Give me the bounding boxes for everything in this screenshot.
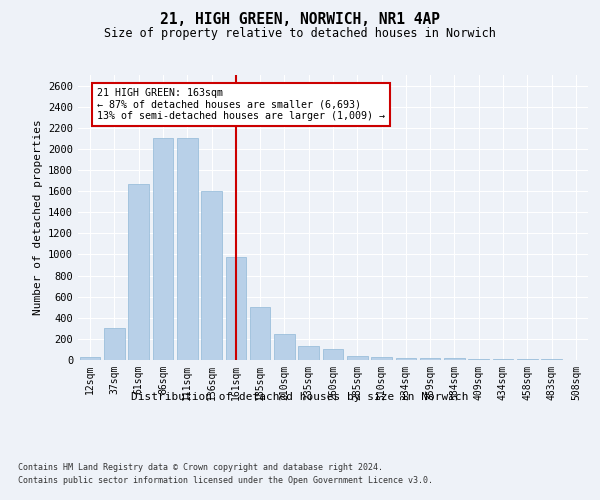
Text: 21, HIGH GREEN, NORWICH, NR1 4AP: 21, HIGH GREEN, NORWICH, NR1 4AP bbox=[160, 12, 440, 28]
Bar bbox=[177, 138, 197, 360]
Bar bbox=[274, 334, 295, 360]
Bar bbox=[250, 307, 271, 360]
Bar bbox=[347, 356, 368, 360]
Bar bbox=[517, 359, 538, 360]
Bar bbox=[104, 328, 125, 360]
Bar bbox=[323, 350, 343, 360]
Y-axis label: Number of detached properties: Number of detached properties bbox=[32, 120, 43, 316]
Bar bbox=[371, 358, 392, 360]
Bar bbox=[493, 359, 514, 360]
Bar bbox=[420, 358, 440, 360]
Text: Contains public sector information licensed under the Open Government Licence v3: Contains public sector information licen… bbox=[18, 476, 433, 485]
Text: Contains HM Land Registry data © Crown copyright and database right 2024.: Contains HM Land Registry data © Crown c… bbox=[18, 462, 383, 471]
Text: Distribution of detached houses by size in Norwich: Distribution of detached houses by size … bbox=[131, 392, 469, 402]
Text: 21 HIGH GREEN: 163sqm
← 87% of detached houses are smaller (6,693)
13% of semi-d: 21 HIGH GREEN: 163sqm ← 87% of detached … bbox=[97, 88, 385, 121]
Bar bbox=[80, 358, 100, 360]
Bar bbox=[128, 184, 149, 360]
Text: Size of property relative to detached houses in Norwich: Size of property relative to detached ho… bbox=[104, 28, 496, 40]
Bar bbox=[444, 358, 465, 360]
Bar bbox=[226, 257, 246, 360]
Bar bbox=[152, 138, 173, 360]
Bar bbox=[469, 359, 489, 360]
Bar bbox=[298, 346, 319, 360]
Bar bbox=[201, 191, 222, 360]
Bar bbox=[395, 358, 416, 360]
